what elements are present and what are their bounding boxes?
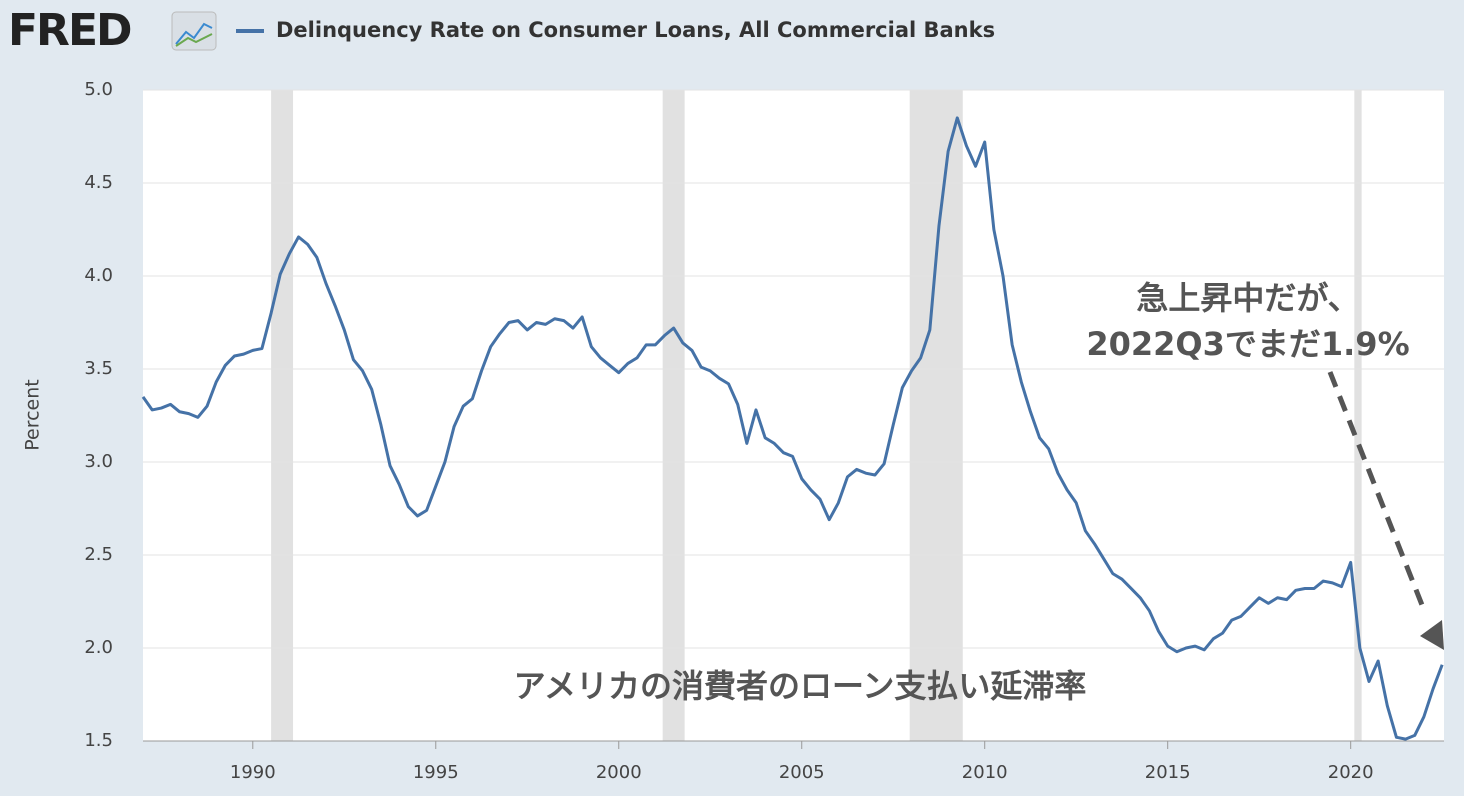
data-line [141, 116, 1444, 741]
x-tick-label: 2000 [596, 762, 642, 783]
y-tick-label: 3.5 [84, 358, 113, 379]
y-tick-label: 3.0 [84, 451, 113, 472]
y-tick-label: 4.0 [84, 265, 113, 286]
annotation: 急上昇中だが、 [1136, 279, 1359, 317]
y-axis-label: Percent [22, 379, 44, 451]
recession-band [271, 90, 294, 741]
y-tick-label: 1.5 [84, 730, 113, 751]
annotation: 2022Q3でまだ1.9% [1086, 325, 1409, 363]
plot-area [143, 90, 1444, 741]
x-tick-label: 1995 [413, 762, 459, 783]
y-tick-label: 2.5 [84, 544, 113, 565]
annotation: アメリカの消費者のローン支払い延滞率 [514, 667, 1087, 705]
y-tick-label: 2.0 [84, 637, 113, 658]
x-tick-label: 2005 [779, 762, 825, 783]
annotation-arrowhead [1420, 620, 1444, 650]
recession-band [662, 90, 685, 741]
x-tick-label: 2010 [962, 762, 1008, 783]
y-tick-label: 5.0 [84, 79, 113, 100]
annotation-arrow [1327, 371, 1427, 611]
legend-label[interactable]: Delinquency Rate on Consumer Loans, All … [276, 18, 995, 42]
x-tick-label: 1990 [230, 762, 276, 783]
logo[interactable]: FRED [8, 5, 133, 56]
recession-band [1354, 90, 1362, 741]
recession-band [909, 90, 963, 741]
x-tick-label: 2015 [1145, 762, 1191, 783]
x-tick-label: 2020 [1328, 762, 1374, 783]
y-tick-label: 4.5 [84, 172, 113, 193]
logo-icon [171, 11, 217, 51]
